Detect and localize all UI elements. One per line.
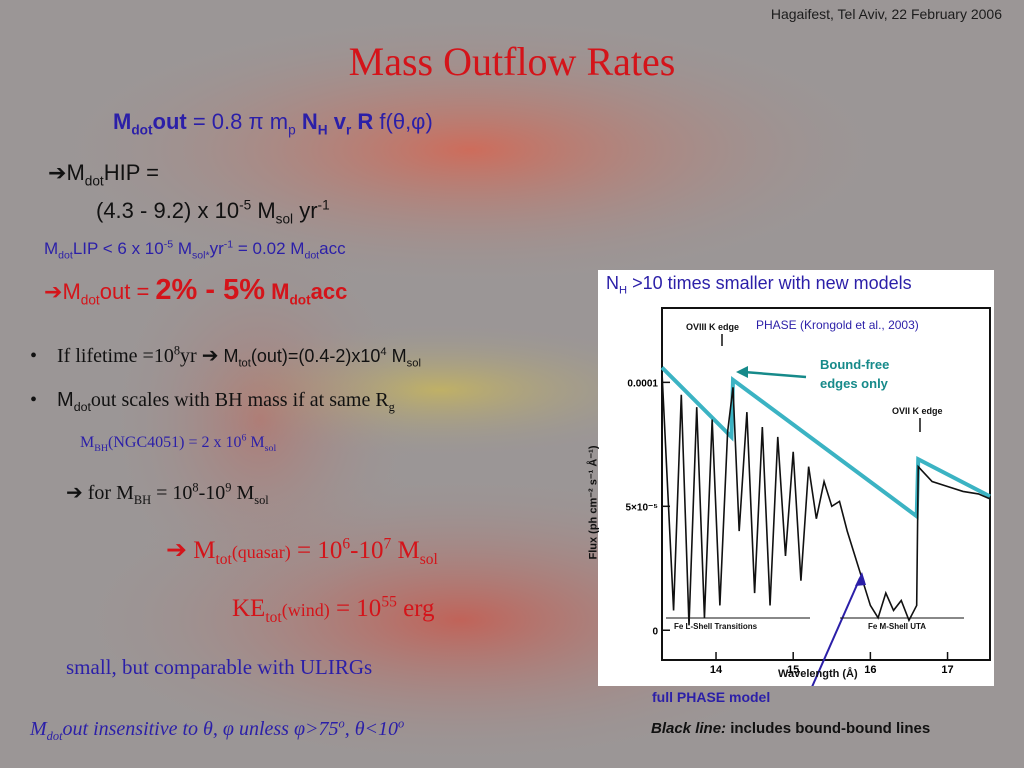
mbh-ngc4051: MBH(NGC4051) = 2 x 106 Msol [80, 432, 277, 455]
x-tick-group: 14 15 16 17 [710, 652, 954, 676]
spectrum-plot: 14 15 16 17 0 5×10⁻⁵ 0.0001 [626, 307, 991, 686]
y-tick-label: 5×10⁻⁵ [626, 502, 659, 513]
series-line-bound-free [660, 366, 991, 521]
bound-free-arrowhead [736, 366, 748, 378]
fe-l-label: Fe L-Shell Transitions [674, 622, 758, 631]
y-tick-group: 0 5×10⁻⁵ 0.0001 [626, 378, 670, 637]
full-phase-arrowhead [855, 572, 866, 586]
y-tick-label: 0.0001 [627, 378, 658, 389]
x-tick-label: 15 [787, 664, 799, 676]
for-mbh-range: ➔ for MBH = 108-109 Msol [66, 480, 269, 507]
x-tick-label: 17 [941, 664, 953, 676]
bullet-mdot-scales: • Mdotout scales with BH mass if at same… [30, 389, 395, 414]
ulirg-note: small, but comparable with ULIRGs [66, 655, 373, 679]
x-tick-label: 14 [710, 664, 723, 676]
conference-label: Hagaifest, Tel Aviv, 22 February 2006 [770, 6, 1002, 22]
mdot-out-result: ➔Mdotout = 2% - 5% Mdotacc [44, 274, 348, 308]
bound-free-label: Bound-free [820, 357, 890, 372]
bullet-lifetime: • If lifetime =108yr ➔ Mtot(out)=(0.4-2)… [30, 343, 421, 370]
mdot-lip-line: MdotLIP < 6 x 10-5 Msol*yr-1 = 0.02 Mdot… [44, 238, 346, 262]
spectrum-chart: 14 15 16 17 0 5×10⁻⁵ 0.0001 PHASE (Krongold e… [587, 298, 994, 686]
mdot-hip-label: ➔MdotHIP = [48, 160, 159, 189]
edges-only-label: edges only [820, 376, 888, 391]
page-title: Mass Outflow Rates [348, 39, 676, 84]
plot-frame [661, 307, 991, 661]
ovii-edge-label: OVII K edge [892, 406, 943, 416]
full-phase-label: full PHASE model [652, 689, 771, 705]
black-line-note: Black line: includes bound-bound lines [651, 720, 931, 737]
footer-insensitive-note: Mdotout insensitive to θ, φ unless φ>75o… [30, 716, 405, 743]
phase-ref-label: PHASE (Krongold et al., 2003) [756, 318, 919, 332]
chart-caption-box [598, 270, 994, 298]
y-tick-label: 0 [652, 626, 658, 637]
mdot-hip-value: (4.3 - 9.2) x 10-5 Msol yr-1 [96, 197, 330, 227]
ke-wind: KEtot(wind) = 1055 erg [232, 593, 435, 626]
series-line-full-phase [661, 372, 991, 626]
full-phase-arrow [811, 577, 861, 686]
fe-m-label: Fe M-Shell UTA [868, 622, 927, 631]
mtot-quasar: ➔ Mtot(quasar) = 106-107 Msol [166, 535, 438, 568]
chart-caption: NH >10 times smaller with new models [606, 273, 912, 297]
y-axis-label: Flux (ph cm⁻² s⁻¹ Å⁻¹) [587, 445, 600, 560]
x-axis-label: Wavelength (Å) [778, 668, 858, 680]
bound-free-arrow [743, 370, 807, 379]
oviii-edge-label: OVIII K edge [686, 322, 740, 332]
x-tick-label: 16 [864, 664, 876, 676]
series-group [660, 366, 991, 626]
mass-outflow-formula: Mdotout = 0.8 π mp NH vr R f(θ,φ) [113, 109, 433, 138]
